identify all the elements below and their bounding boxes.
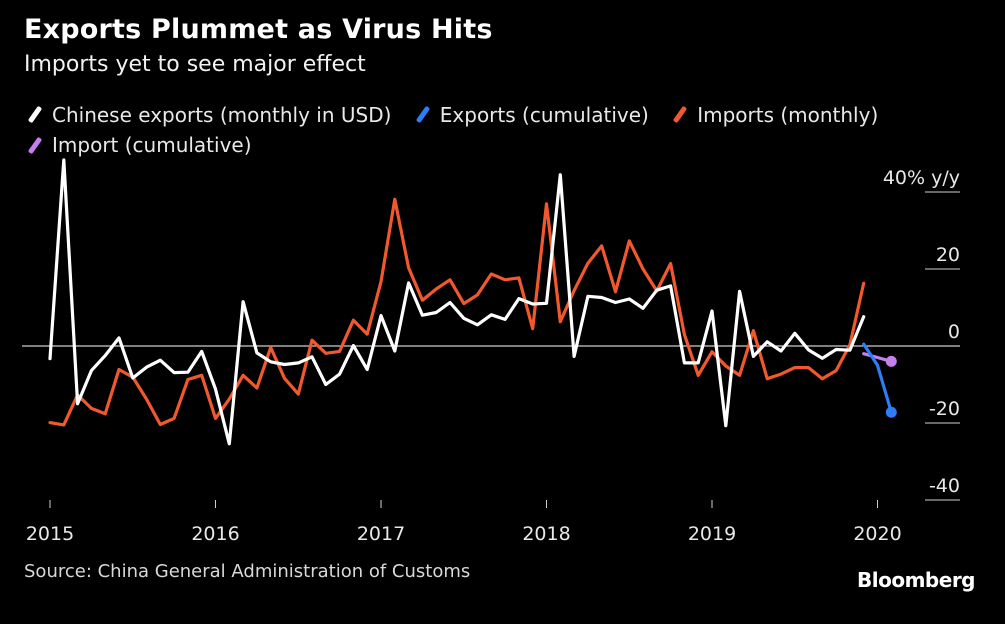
y-tick-label-2: 0 <box>948 321 960 343</box>
y-tick-label-0: 40% y/y <box>883 167 960 189</box>
x-tick-label-5: 2020 <box>853 523 901 545</box>
legend-label-exports-monthly: Chinese exports (monthly in USD) <box>52 102 392 127</box>
legend-item-imports-monthly: Imports (monthly) <box>669 101 878 129</box>
x-tick-label-4: 2019 <box>688 523 736 545</box>
legend-item-exports-cumulative: Exports (cumulative) <box>412 101 649 129</box>
x-tick-label-1: 2016 <box>191 523 239 545</box>
series-end-point-3 <box>885 355 897 367</box>
legend-item-imports-cumulative: Import (cumulative) <box>24 131 252 159</box>
bloomberg-logo: Bloomberg <box>857 568 975 592</box>
series-end-point-1 <box>885 406 897 418</box>
series-line-1 <box>862 342 893 414</box>
x-tick-label-2: 2017 <box>357 523 405 545</box>
y-tick-label-3: -20 <box>929 398 960 420</box>
legend: Chinese exports (monthly in USD) Exports… <box>24 98 984 159</box>
chart-subtitle: Imports yet to see major effect <box>24 52 366 77</box>
chart-title: Exports Plummet as Virus Hits <box>24 14 493 45</box>
legend-item-exports-monthly: Chinese exports (monthly in USD) <box>24 101 391 129</box>
series-line-2 <box>48 197 866 427</box>
legend-label-exports-cumulative: Exports (cumulative) <box>439 102 649 127</box>
series-line-0 <box>48 158 866 446</box>
legend-label-imports-monthly: Imports (monthly) <box>697 102 879 127</box>
x-tick-label-0: 2015 <box>26 523 74 545</box>
y-tick-label-4: -40 <box>929 475 960 497</box>
y-tick-label-1: 20 <box>936 244 960 266</box>
source-note: Source: China General Administration of … <box>24 561 471 582</box>
legend-label-imports-cumulative: Import (cumulative) <box>52 133 252 157</box>
x-tick-label-3: 2018 <box>522 523 570 545</box>
